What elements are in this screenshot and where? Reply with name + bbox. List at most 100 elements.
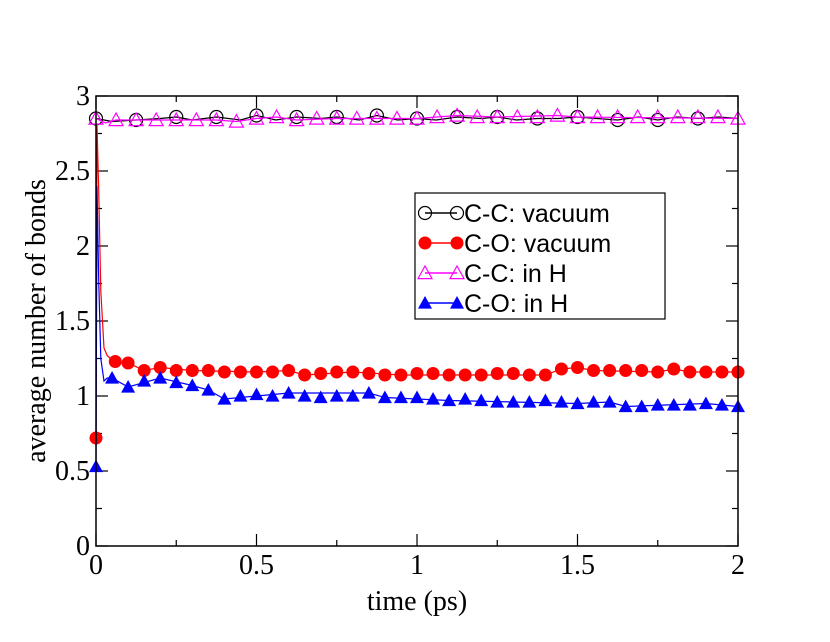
data-point — [474, 368, 488, 382]
data-point — [361, 386, 376, 399]
data-point — [450, 109, 465, 125]
data-point — [297, 389, 312, 402]
data-point — [410, 390, 424, 404]
x-tick-label: 0 — [89, 550, 103, 581]
data-point — [650, 112, 665, 128]
data-point — [689, 108, 706, 124]
data-point — [169, 375, 184, 389]
data-point — [153, 371, 168, 384]
data-point — [185, 378, 200, 392]
legend-entry: C-O: vacuum — [418, 230, 611, 258]
series-layer — [87, 107, 747, 473]
data-point — [609, 108, 626, 124]
data-point — [128, 111, 145, 127]
data-point — [378, 368, 392, 382]
data-point — [549, 107, 566, 122]
data-point — [137, 364, 151, 377]
data-point — [667, 362, 681, 376]
legend-marker — [417, 205, 433, 221]
legend-entry: C-O: in H — [418, 290, 568, 318]
data-point — [217, 392, 232, 405]
data-point — [610, 112, 625, 128]
data-point — [108, 355, 122, 368]
legend-label: C-O: in H — [464, 290, 568, 318]
data-point — [265, 389, 280, 402]
data-point — [506, 395, 521, 408]
data-point — [603, 364, 617, 377]
data-point — [169, 364, 183, 377]
data-point — [489, 108, 506, 124]
data-point — [408, 110, 426, 125]
data-point — [522, 368, 536, 382]
legend-label: C-C: in H — [464, 260, 567, 288]
data-point — [618, 399, 633, 413]
data-point — [266, 365, 280, 379]
data-point — [105, 371, 120, 384]
data-point — [410, 367, 424, 380]
data-point — [651, 365, 665, 379]
legend-marker — [448, 264, 466, 280]
data-point — [249, 108, 264, 123]
ticks-layer: 0 0.5 1 1.5 2 0 0.5 1 1.5 2 2.5 3 — [55, 81, 745, 581]
plot-frame — [95, 95, 739, 547]
data-point — [619, 364, 633, 377]
legend-marker — [418, 296, 432, 309]
data-point — [346, 365, 360, 379]
data-point — [369, 108, 384, 123]
data-point — [650, 398, 665, 411]
data-point — [201, 364, 215, 377]
data-point — [569, 108, 586, 124]
data-point — [228, 113, 245, 128]
data-point — [683, 365, 697, 379]
data-point — [168, 111, 185, 127]
data-point — [635, 364, 649, 377]
data-point — [529, 108, 546, 124]
data-point — [282, 364, 296, 377]
data-point — [669, 108, 686, 124]
data-point — [629, 108, 646, 124]
data-point — [368, 110, 385, 125]
data-point — [715, 365, 729, 379]
data-point — [709, 108, 726, 124]
data-point — [449, 107, 466, 122]
data-point — [458, 368, 472, 382]
data-point — [530, 111, 545, 126]
data-point — [185, 364, 199, 377]
x-tick-label: 2 — [731, 550, 745, 581]
data-point — [388, 110, 405, 125]
y-tick-label: 2 — [76, 231, 90, 262]
y-tick-label: 2.5 — [55, 156, 90, 187]
data-point — [148, 111, 165, 127]
data-point — [442, 393, 457, 407]
data-point — [469, 108, 486, 124]
data-point — [348, 110, 365, 125]
legend-entry: C-C: in H — [416, 260, 567, 288]
data-point — [394, 368, 408, 382]
data-point — [268, 108, 285, 124]
legend-marker — [418, 236, 432, 250]
legend-marker — [449, 205, 465, 221]
data-point — [571, 361, 584, 374]
data-point — [233, 389, 248, 402]
series-2 — [89, 125, 745, 445]
data-point — [201, 383, 216, 396]
data-point — [137, 374, 152, 387]
data-point — [233, 365, 247, 379]
data-point — [217, 365, 231, 379]
data-point — [458, 392, 473, 405]
series-line — [95, 114, 739, 124]
data-point — [377, 390, 392, 404]
data-point — [289, 109, 304, 125]
data-point — [649, 108, 666, 124]
legend-marker — [450, 296, 464, 309]
legend-entry: C-C: vacuum — [417, 200, 610, 228]
data-point — [426, 367, 440, 380]
data-point — [554, 362, 568, 376]
x-tick-label: 1.5 — [560, 550, 595, 581]
data-point — [345, 389, 360, 402]
data-point — [108, 111, 125, 127]
data-point — [586, 395, 601, 408]
x-axis-title: time (ps) — [367, 586, 467, 617]
